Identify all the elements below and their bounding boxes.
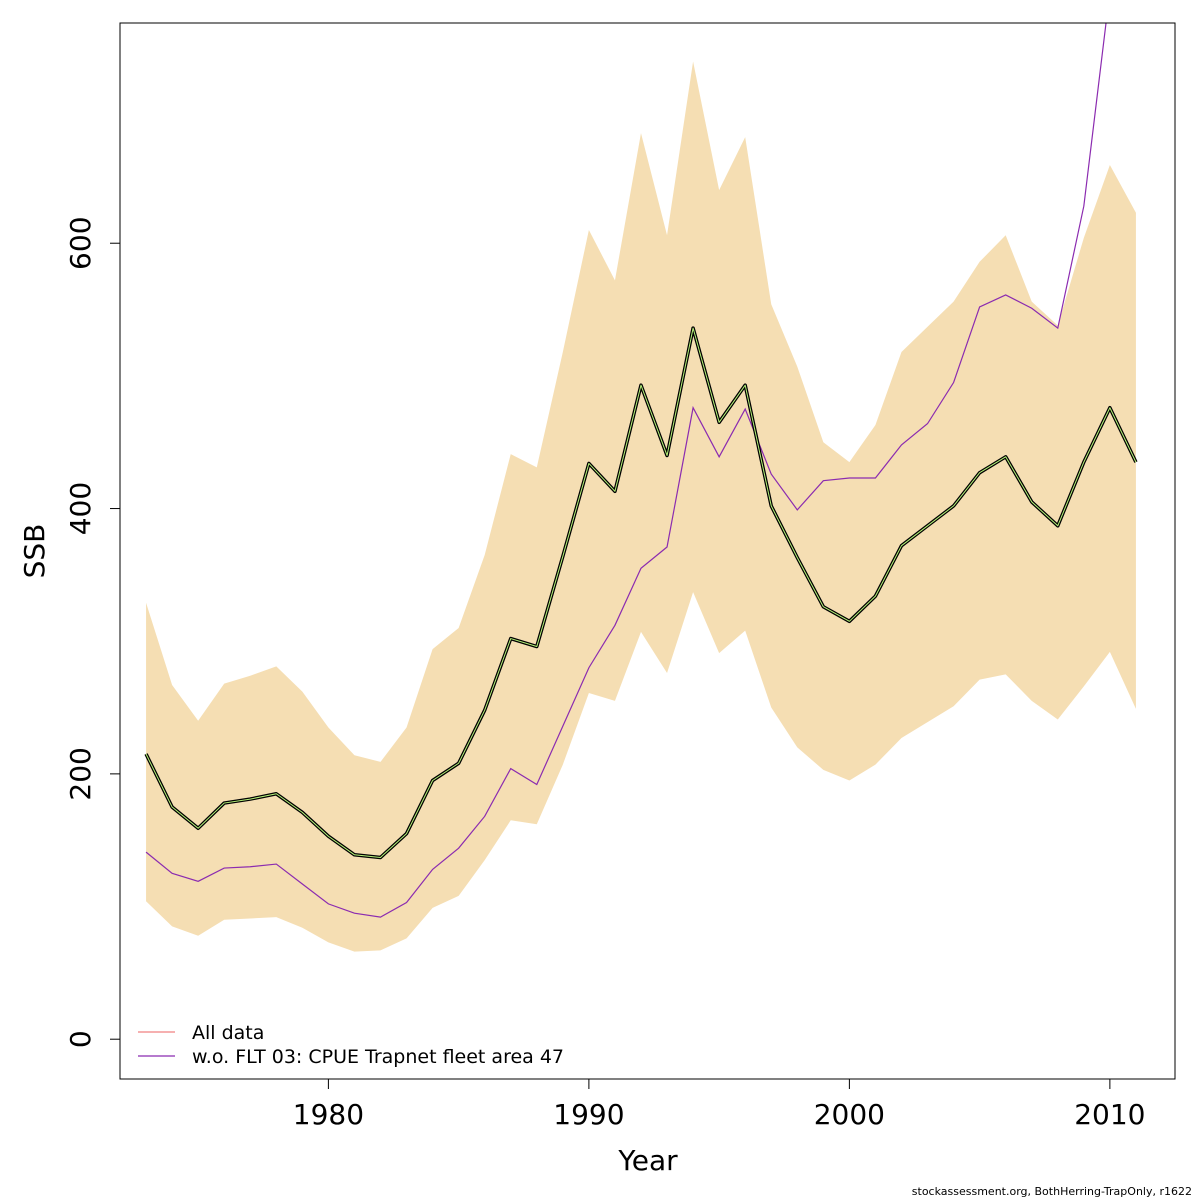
confidence-band	[146, 61, 1136, 952]
y-axis-label: SSB	[18, 524, 51, 579]
x-tick-label: 2000	[814, 1098, 885, 1131]
x-tick-label: 2010	[1074, 1098, 1145, 1131]
y-tick-label: 400	[64, 482, 97, 535]
y-tick-label: 0	[64, 1030, 97, 1048]
x-axis-label: Year	[617, 1144, 678, 1177]
credit-text: stockassessment.org, BothHerring-TrapOnl…	[911, 1185, 1192, 1198]
x-tick-label: 1980	[293, 1098, 364, 1131]
series-layer	[144, 23, 1138, 918]
y-tick-label: 200	[64, 747, 97, 800]
series-line-wo-flt03	[145, 23, 1107, 918]
legend-label: w.o. FLT 03: CPUE Trapnet fleet area 47	[192, 1046, 564, 1068]
x-axis: 1980 1990 2000 2010	[293, 1078, 1146, 1131]
x-tick-label: 1990	[553, 1098, 624, 1131]
confidence-band-layer	[146, 61, 1136, 952]
series-line-all-data	[145, 327, 1137, 858]
plot-area	[144, 23, 1138, 952]
y-tick-label: 600	[64, 216, 97, 269]
legend-label: All data	[192, 1022, 264, 1044]
y-axis: 0 200 400 600	[64, 216, 121, 1048]
